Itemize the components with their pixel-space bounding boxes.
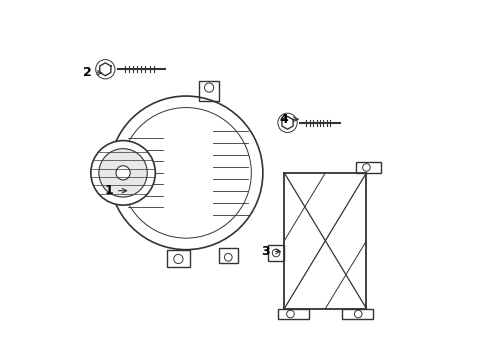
Bar — [268, 245, 284, 261]
Polygon shape — [282, 116, 293, 129]
Text: 4: 4 — [279, 113, 298, 126]
Circle shape — [99, 149, 147, 197]
Text: 2: 2 — [83, 66, 101, 79]
Bar — [356, 162, 381, 173]
Bar — [167, 249, 190, 266]
Bar — [199, 81, 219, 101]
Polygon shape — [100, 63, 111, 76]
Bar — [342, 309, 372, 319]
Circle shape — [91, 141, 155, 205]
Bar — [219, 248, 238, 263]
Text: 1: 1 — [104, 184, 127, 197]
Circle shape — [116, 166, 130, 180]
Text: 3: 3 — [261, 245, 280, 258]
Bar — [278, 309, 309, 319]
